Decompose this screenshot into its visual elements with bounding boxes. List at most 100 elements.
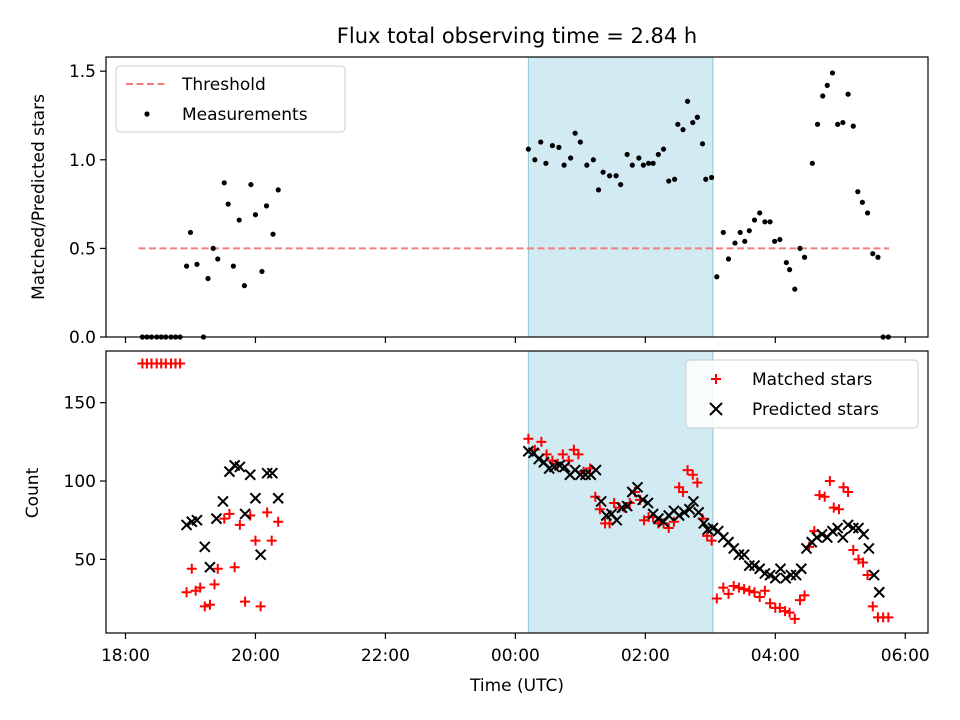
measurement-point — [671, 176, 678, 182]
matched-star-point — [838, 482, 849, 493]
predicted-star-point — [254, 548, 267, 561]
legend-predicted-label: Predicted stars — [752, 400, 879, 420]
matched-star-point — [557, 449, 568, 460]
matched-star-point — [739, 584, 750, 595]
matched-star-point — [175, 358, 186, 369]
x-tick-label: 18:00 — [101, 646, 150, 666]
x-tick-label: 02:00 — [621, 646, 670, 666]
predicted-star-point — [579, 469, 592, 481]
measurement-point — [606, 173, 613, 179]
predicted-star-point — [698, 517, 710, 530]
predicted-star-point — [678, 506, 691, 519]
predicted-star-point — [234, 461, 246, 473]
predicted-star-point — [574, 469, 587, 481]
measurement-point — [772, 238, 778, 244]
predicted-star-point — [847, 522, 859, 534]
matched-star-point — [573, 449, 584, 460]
matched-star-point — [523, 433, 534, 444]
predicted-star-point — [180, 519, 193, 531]
predicted-star-point — [559, 461, 571, 473]
x-tick-label: 22:00 — [361, 646, 410, 666]
matched-star-point — [186, 563, 197, 574]
measurement-point — [241, 283, 248, 289]
predicted-star-point — [868, 569, 880, 581]
measurement-point — [809, 160, 815, 166]
measurement-point — [835, 121, 841, 127]
measurement-point — [259, 268, 265, 275]
predicted-star-point — [743, 559, 756, 572]
measurement-point — [714, 274, 720, 280]
legend-measurement-label: Measurements — [182, 105, 308, 125]
measurement-point — [645, 160, 652, 166]
measurement-point — [215, 256, 221, 262]
measurement-point — [210, 245, 216, 251]
matched-star-point — [266, 535, 277, 546]
predicted-star-point — [831, 522, 844, 534]
measurement-point — [801, 254, 808, 260]
y-axis-label-bottom: Count — [23, 467, 43, 518]
predicted-star-point — [261, 467, 273, 479]
measurement-point — [859, 199, 865, 205]
matched-star-point — [212, 563, 223, 574]
matched-star-point — [848, 544, 859, 555]
predicted-star-point — [816, 528, 828, 541]
measurement-point — [829, 70, 836, 76]
y-tick-label: 50 — [74, 550, 96, 570]
matched-star-point — [702, 530, 713, 541]
matched-star-point — [273, 516, 284, 527]
predicted-star-point — [733, 548, 745, 561]
matched-star-point — [794, 595, 805, 606]
measurement-point — [824, 82, 830, 88]
predicted-star-point — [683, 503, 696, 515]
measurement-point — [556, 144, 562, 150]
measurement-point — [751, 217, 758, 223]
measurement-point — [600, 169, 606, 175]
matched-star-point — [744, 585, 755, 596]
matched-star-point — [594, 504, 605, 515]
matched-star-point — [229, 562, 240, 573]
matched-star-point — [754, 591, 765, 602]
predicted-star-point — [687, 495, 700, 508]
measurement-point — [840, 119, 846, 126]
measurement-point — [525, 146, 531, 152]
x-axis-label: Time (UTC) — [469, 676, 564, 696]
predicted-star-point — [692, 506, 705, 519]
measurement-point — [572, 130, 578, 136]
measurement-point — [732, 240, 738, 246]
predicted-star-point — [811, 531, 823, 544]
measurement-point — [875, 254, 881, 260]
measurement-point — [855, 189, 861, 195]
measurement-point — [187, 229, 194, 236]
measurement-point — [720, 229, 726, 236]
measurement-point — [783, 259, 789, 266]
matched-star-point — [262, 507, 273, 518]
y-tick-label: 0.5 — [69, 239, 96, 259]
matched-star-point — [711, 593, 722, 604]
measurement-point — [737, 229, 743, 236]
measurement-point — [636, 155, 642, 161]
matched-star-point — [858, 557, 869, 568]
measurement-point — [684, 98, 691, 104]
y-tick-label: 1.5 — [69, 62, 96, 82]
matched-star-point — [789, 613, 800, 624]
predicted-star-point — [590, 464, 602, 476]
measurement-point — [864, 210, 871, 216]
matched-star-point — [224, 508, 235, 519]
matched-star-point — [590, 491, 601, 502]
x-tick-label: 00:00 — [491, 646, 540, 666]
measurement-point — [870, 251, 876, 257]
measurement-point — [767, 219, 773, 225]
matched-star-point — [780, 606, 791, 617]
ratio-panel: 0.0 0.5 1.0 1.5 Threshold Measurements — [69, 56, 929, 348]
matched-star-point — [255, 601, 266, 612]
predicted-star-point — [748, 559, 761, 572]
predicted-star-point — [244, 469, 256, 481]
legend-predicted-swatch — [709, 402, 723, 416]
legend-box — [685, 359, 919, 429]
y-tick-label: 1.0 — [69, 151, 96, 171]
measurement-point — [850, 123, 856, 129]
measurement-point — [699, 141, 706, 147]
matched-star-point — [250, 535, 261, 546]
predicted-star-point — [779, 572, 792, 584]
